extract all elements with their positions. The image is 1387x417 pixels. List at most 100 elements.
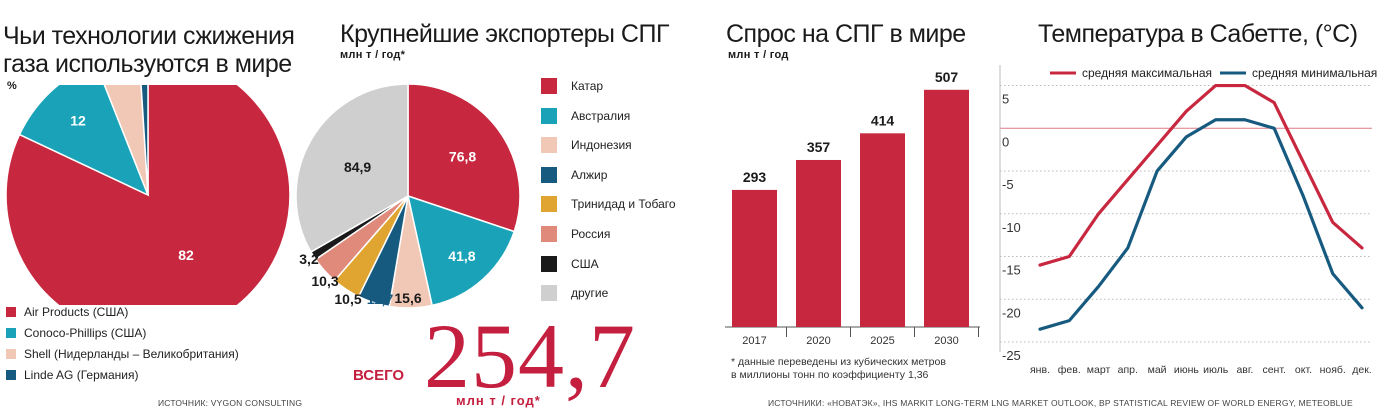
pie1-slice-3	[103, 85, 149, 196]
temp-series-min	[1038, 118, 1364, 331]
bar-2020	[796, 159, 841, 327]
legend2-swatch	[541, 166, 557, 183]
bar-2017	[732, 189, 777, 327]
temp-month-label: сент.	[1262, 364, 1285, 376]
temp-ytick-label: -15	[1002, 263, 1021, 278]
temp-series-max	[1038, 83, 1364, 267]
legend1-item-2: Conoco-Phillips (США)	[6, 326, 146, 340]
pie2-label-2: 41,8	[448, 248, 475, 264]
bar-category-label: 2017	[742, 335, 766, 347]
legend2-item-4: Алжир	[541, 166, 608, 183]
pie-chart-technologies: 821251	[5, 85, 291, 305]
bar-category-label: 2025	[870, 335, 894, 347]
temp-month-label: июль	[1203, 364, 1229, 376]
temp-ytick-label: -5	[1002, 177, 1014, 192]
temp-month-label: фев.	[1058, 364, 1081, 376]
pie2-label-8: 84,9	[344, 159, 371, 175]
legend2-label: Австралия	[571, 108, 631, 123]
bar-value-label: 414	[871, 112, 895, 128]
bar-value-label: 357	[807, 139, 831, 155]
pie1-label-2: 12	[70, 112, 86, 128]
total-value: 254,7	[424, 305, 636, 407]
legend2-item-2: Австралия	[541, 107, 631, 124]
pie2-slice-1	[407, 83, 520, 233]
legend2-item-6: Россия	[541, 226, 610, 242]
panel3-note: * данные переведены из кубических метров…	[731, 356, 946, 382]
legend1-item-1: Air Products (США)	[6, 305, 128, 319]
temp-month-label: окт.	[1295, 364, 1312, 376]
legend2-item-7: США	[541, 255, 599, 272]
legend1-label: Shell (Нидерланды – Великобритания)	[24, 347, 239, 361]
temp-month-label: нояб.	[1320, 364, 1346, 376]
legend2-swatch	[541, 107, 557, 124]
pie1-slice-4	[140, 85, 149, 196]
legend2-swatch	[541, 78, 557, 94]
bar-2025	[860, 133, 905, 327]
legend2-label: США	[571, 256, 599, 271]
legend2-swatch	[541, 285, 557, 302]
panel1-source: ИСТОЧНИК: VYGON CONSULTING	[158, 398, 303, 408]
pie2-label-6: 10,3	[311, 273, 338, 289]
legend2-label: Россия	[571, 227, 611, 241]
pie1-label-1: 82	[178, 247, 194, 263]
panel4-source: ИСТОЧНИКИ: «НОВАТЭК», IHS MARKIT LONG-TE…	[768, 398, 1353, 408]
temp-month-label: янв.	[1030, 364, 1050, 376]
legend1-label: Conoco-Phillips (США)	[24, 326, 147, 340]
bar-chart-demand: 293 2017 357 2020 414 2025 507 2030	[725, 69, 980, 347]
legend2-label: Катар	[571, 79, 604, 93]
panel1-unit: %	[7, 80, 18, 92]
pie1-slice-2	[18, 85, 150, 197]
temp-ytick-label: -25	[1002, 348, 1021, 363]
legend2-swatch	[541, 226, 557, 242]
temp-month-label: март	[1087, 364, 1111, 376]
legend1-swatch	[6, 349, 16, 359]
legend1-label: Linde AG (Германия)	[24, 368, 139, 382]
temp-ytick-label: 5	[1002, 92, 1009, 107]
line-chart-temperature: 5 0 -5 -10 -15 -20 -25 средняя максимальная сред…	[999, 65, 1377, 376]
pie2-slice-2	[406, 194, 516, 307]
bar-category-label: 2030	[934, 335, 958, 347]
legend2-label: Индонезия	[571, 138, 632, 153]
temp-legend-label: средняя минимальная	[1252, 66, 1377, 80]
panel1-title-line2: газа используются в мире	[3, 50, 292, 78]
total-label: ВСЕГО	[353, 367, 405, 384]
legend2-swatch	[541, 137, 557, 154]
pie2-label-5: 10,5	[334, 291, 361, 307]
legend2-label: Алжир	[571, 167, 608, 182]
panel3-unit: млн т / год	[728, 49, 789, 61]
pie2-label-7: 3,2	[299, 251, 319, 267]
legend2-label: Тринидад и Тобаго	[571, 197, 676, 212]
temp-ytick-label: 0	[1002, 134, 1009, 149]
temp-month-label: авг.	[1236, 364, 1253, 376]
temp-legend-label: средняя максимальная	[1082, 66, 1212, 80]
temp-month-label: июнь	[1174, 364, 1200, 376]
bar-value-label: 507	[935, 69, 959, 85]
panel2-title: Крупнейшие экспортеры СПГ	[340, 20, 670, 48]
panel3-title: Спрос на СПГ в мире	[726, 20, 966, 48]
legend2-label: другие	[571, 286, 609, 301]
panel1-title-line1: Чьи технологии сжижения	[3, 22, 295, 50]
legend2-item-3: Индонезия	[541, 137, 632, 154]
pie2-label-3: 15,6	[394, 290, 421, 306]
temp-month-label: апр.	[1118, 364, 1138, 376]
pie2-label-4: 11,7	[367, 291, 394, 307]
legend1-swatch	[6, 370, 16, 380]
pie2-label-1: 76,8	[449, 149, 476, 165]
temp-month-label: май	[1148, 364, 1167, 376]
panel3-note-line1: * данные переведены из кубических метров	[731, 356, 946, 368]
legend1-item-4: Linde AG (Германия)	[6, 368, 139, 382]
legend2-swatch	[541, 196, 557, 213]
panel4-title: Температура в Сабетте, (°С)	[1038, 20, 1358, 48]
legend1-swatch	[6, 328, 16, 338]
total-unit: млн т / год*	[456, 393, 541, 408]
pie2-slice-8	[295, 83, 409, 253]
panel2-unit: млн т / год*	[340, 49, 406, 61]
pie-chart-exporters: 76,8 41,8 15,611,7 10,5 10,3 3,2 84,9	[295, 83, 520, 309]
legend2-item-5: Тринидад и Тобаго	[541, 196, 676, 213]
legend2-item-1: Катар	[541, 78, 603, 94]
legend1-label: Air Products (США)	[24, 305, 129, 319]
legend2-item-8: другие	[541, 285, 609, 302]
temp-ytick-label: -10	[1002, 220, 1021, 235]
temp-ytick-label: -20	[1002, 305, 1021, 320]
legend1-swatch	[6, 307, 16, 317]
